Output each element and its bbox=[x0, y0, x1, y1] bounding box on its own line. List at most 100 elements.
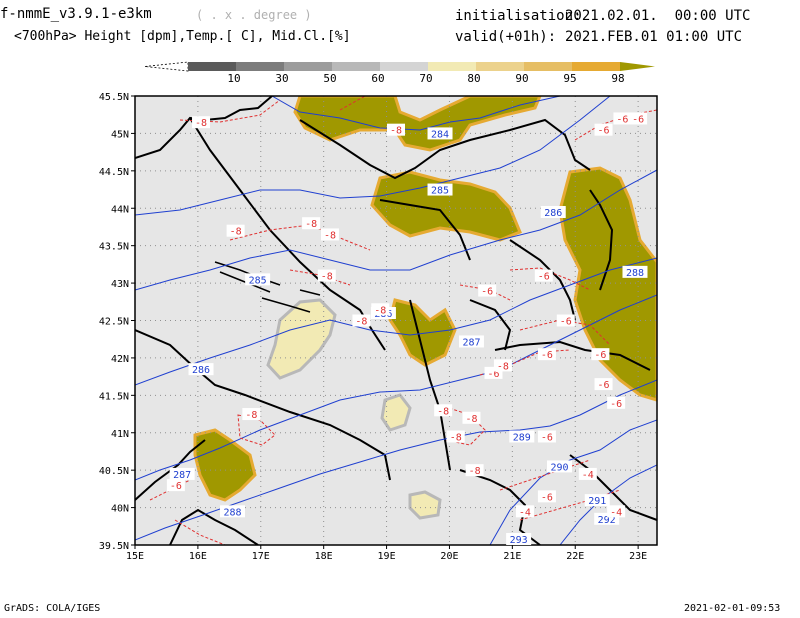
init-label: initialisation: bbox=[455, 8, 582, 24]
colorbar-swatch bbox=[284, 62, 332, 71]
height-contour-label-box bbox=[506, 533, 532, 546]
height-contour-label: 288 bbox=[626, 268, 644, 279]
temperature-contour-label: -8 bbox=[355, 317, 367, 328]
cloud-light bbox=[266, 298, 442, 520]
colorbar-label: 50 bbox=[323, 72, 336, 85]
temperature-contour-label-box bbox=[493, 359, 512, 372]
temperature-contour-label-box bbox=[607, 505, 626, 518]
temperature-contour-label-box bbox=[594, 123, 613, 136]
longitude-tick-label: 19E bbox=[378, 551, 396, 562]
height-contour-label: 286 bbox=[544, 208, 562, 219]
valid-value: 2021.FEB.01 01:00 UTC bbox=[565, 29, 743, 45]
temperature-contour-label-box bbox=[302, 217, 321, 230]
latitude-tick-label: 42N bbox=[111, 354, 129, 365]
height-contour-label-box bbox=[540, 205, 566, 218]
temperature-contour-label: -6 bbox=[560, 317, 572, 328]
temperature-labels: -8-8 -6-6 -6-8-8-8-8-8-8-6-6-6-6 -6-6-8-6-6… bbox=[166, 112, 648, 518]
colorbar-label: 90 bbox=[515, 72, 528, 85]
height-contour-label-box bbox=[584, 494, 610, 507]
temperature-contour-label-box bbox=[242, 408, 261, 421]
temperature-contour-label: -4 bbox=[610, 507, 622, 518]
colorbar-low-arrow bbox=[144, 61, 189, 72]
temperature-contour-label: -6 bbox=[487, 369, 499, 380]
temperature-contour-label: -8 bbox=[324, 230, 336, 241]
temperature-contour-label: -6 bbox=[538, 272, 550, 283]
latitude-tick-label: 43N bbox=[111, 279, 129, 290]
height-contour-label-box bbox=[458, 335, 484, 348]
height-contour-label: 290 bbox=[550, 462, 568, 473]
temperature-contour-label-box bbox=[515, 505, 534, 518]
height-contour-label: 287 bbox=[462, 337, 480, 348]
temperature-contour-label: -8 bbox=[465, 414, 477, 425]
temperature-contour-label: -6 bbox=[541, 350, 553, 361]
colorbar-swatch bbox=[236, 62, 284, 71]
temperature-contour-label: -8 bbox=[497, 361, 509, 372]
latitude-tick-label: 43.5N bbox=[99, 242, 129, 253]
longitude-tick-label: 15E bbox=[126, 551, 144, 562]
temperature-contour-label-box bbox=[317, 269, 336, 282]
height-contour-label: 286 bbox=[192, 365, 210, 376]
latitude-tick-label: 39.5N bbox=[99, 541, 129, 552]
temperature-contour-label: -6 bbox=[610, 399, 622, 410]
temperature-contour-label-box bbox=[478, 284, 497, 297]
height-contours bbox=[135, 96, 657, 545]
colorbar-swatch bbox=[332, 62, 380, 71]
temperature-contour-label-box bbox=[537, 348, 556, 361]
height-contour-label: 288 bbox=[223, 507, 241, 518]
latitude-tick-label: 41.5N bbox=[99, 391, 129, 402]
colorbar-label: 70 bbox=[419, 72, 432, 85]
cloud-patch-greece bbox=[380, 393, 412, 432]
temperature-contour-label: -4 bbox=[582, 470, 594, 481]
height-contour-label-box bbox=[427, 183, 453, 196]
temperature-contour-label-box bbox=[226, 224, 245, 237]
temperature-contour-label-box bbox=[387, 123, 405, 136]
units-label: ( . x . degree ) bbox=[196, 8, 312, 22]
latitude-tick-label: 45N bbox=[111, 129, 129, 140]
latitude-labels: 45.5N 45N 44.5N 44N 43.5N 43N 42.5N 42N 41.5N 41N… bbox=[99, 92, 129, 552]
temperature-contour-label: -8 bbox=[374, 305, 386, 316]
latitude-tick-label: 44.5N bbox=[99, 167, 129, 178]
temperature-contour-label: -6 bbox=[598, 126, 610, 137]
cloud-patch-north bbox=[293, 96, 542, 152]
fields-label: <700hPa> Height [dpm],Temp.[ C], Mid.Cl.… bbox=[14, 29, 351, 44]
latitude-tick-label: 42.5N bbox=[99, 317, 129, 328]
temperature-contour-label: -8 bbox=[305, 219, 317, 230]
temperature-contour-label-box bbox=[371, 303, 390, 316]
colorbar-label: 95 bbox=[563, 72, 576, 85]
height-contour-label: 285 bbox=[431, 186, 449, 197]
temperature-contour-label-box bbox=[556, 314, 575, 327]
temperature-contour-label: -8 bbox=[245, 410, 257, 421]
colorbar-swatch bbox=[524, 62, 572, 71]
temperature-contour-label-box bbox=[434, 404, 453, 417]
footer-timestamp: 2021-02-01-09:53 bbox=[684, 603, 781, 614]
height-contour-label: 284 bbox=[431, 129, 449, 140]
colorbar: 10 30 50 60 70 80 90 95 98 bbox=[144, 61, 655, 85]
temperature-contour-label-box bbox=[534, 269, 553, 282]
temperature-contour-label: -6 bbox=[541, 492, 553, 503]
longitude-tick-label: 22E bbox=[566, 551, 584, 562]
valid-label: valid(+01h): bbox=[455, 29, 557, 45]
temperature-contour-label-box bbox=[578, 467, 597, 480]
height-contour-label: 291 bbox=[588, 496, 606, 507]
temperature-contour-label-box bbox=[613, 112, 632, 125]
temperature-contour-label: -4 bbox=[519, 507, 531, 518]
height-contour-label-box bbox=[188, 363, 214, 376]
temperature-contour-label: -6 bbox=[616, 114, 628, 125]
height-contour-label-box bbox=[169, 467, 195, 480]
temperature-contour-label-box bbox=[320, 228, 339, 241]
height-contour-label-box bbox=[509, 430, 535, 443]
colorbar-high-arrow bbox=[620, 62, 655, 71]
longitude-tick-label: 20E bbox=[440, 551, 458, 562]
temperature-contour-label: -6 bbox=[632, 114, 644, 125]
colorbar-swatch bbox=[476, 62, 524, 71]
longitude-tick-label: 16E bbox=[189, 551, 207, 562]
colorbar-label: 60 bbox=[371, 72, 384, 85]
cloud-patch-central bbox=[370, 170, 522, 242]
cloud-patch-calabria bbox=[193, 428, 257, 502]
latitude-tick-label: 41N bbox=[111, 429, 129, 440]
height-contour-label: 292 bbox=[598, 515, 616, 526]
temperature-contour-label-box bbox=[446, 430, 465, 443]
temperature-contour-label-box bbox=[591, 348, 610, 361]
temperature-contour-label: -8 bbox=[195, 118, 207, 129]
temperature-contour-label-box bbox=[629, 112, 648, 125]
